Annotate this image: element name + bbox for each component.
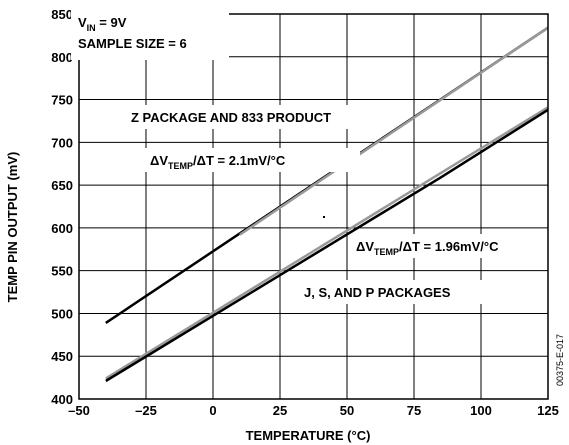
y-tick-label-7: 750 — [51, 93, 73, 108]
upper-slope-sub: TEMP — [168, 161, 193, 171]
y-axis-title: TEMP PIN OUTPUT (mV) — [5, 152, 20, 303]
figure-id: 00375-E-017 — [555, 334, 565, 386]
lower-slope-rest: /ΔT = 1.96mV/°C — [399, 239, 499, 254]
y-tick-label-0: 400 — [51, 392, 73, 407]
x-tick-label-6: 100 — [470, 403, 492, 418]
x-tick-labels: –50 –25 0 25 50 75 100 125 — [68, 403, 559, 418]
y-tick-label-9: 850 — [51, 7, 73, 22]
series-line-2 — [105, 106, 549, 380]
lower-slope-box — [350, 234, 540, 258]
y-tick-label-4: 600 — [51, 221, 73, 236]
plot-frame — [78, 13, 549, 400]
y-tick-label-1: 450 — [51, 349, 73, 364]
lower-slope-main: ΔV — [356, 239, 374, 254]
x-tick-label-3: 25 — [273, 403, 287, 418]
upper-package-label: Z PACKAGE AND 833 PRODUCT — [131, 110, 331, 125]
upper-slope-main: ΔV — [150, 153, 168, 168]
upper-slope-box — [140, 148, 360, 172]
lower-slope-sub: TEMP — [374, 247, 399, 257]
upper-label-box — [125, 105, 390, 129]
x-tick-label-1: –25 — [135, 403, 157, 418]
x-axis-title: TEMPERATURE (°C) — [246, 428, 371, 443]
conditions-box — [71, 10, 229, 60]
lower-label-box — [298, 280, 483, 304]
x-tick-label-5: 75 — [407, 403, 421, 418]
y-tick-label-8: 800 — [51, 50, 73, 65]
x-tick-label-7: 125 — [537, 403, 559, 418]
conditions-vin-sub: IN — [87, 23, 96, 33]
conditions-vin-main: V — [78, 15, 87, 30]
y-tick-labels: 400 450 500 550 600 650 700 750 800 850 — [51, 7, 73, 407]
y-tick-label-6: 700 — [51, 135, 73, 150]
series-group — [105, 26, 549, 383]
series-line-3 — [105, 108, 549, 383]
y-tick-label-5: 650 — [51, 178, 73, 193]
upper-slope-label: ΔVTEMP/ΔT = 2.1mV/°C — [150, 153, 286, 171]
conditions-line1: VIN = 9V — [78, 15, 127, 33]
series-line-1 — [239, 26, 549, 236]
y-tick-label-3: 550 — [51, 264, 73, 279]
x-tick-label-2: 0 — [209, 403, 216, 418]
y-tick-label-2: 500 — [51, 306, 73, 321]
conditions-line2: SAMPLE SIZE = 6 — [78, 36, 187, 51]
lower-slope-label: ΔVTEMP/ΔT = 1.96mV/°C — [356, 239, 499, 257]
stray-mark — [323, 216, 325, 218]
conditions-vin-rest: = 9V — [96, 15, 127, 30]
grid — [78, 13, 549, 400]
x-tick-label-4: 50 — [340, 403, 354, 418]
upper-slope-rest: /ΔT = 2.1mV/°C — [193, 153, 286, 168]
x-tick-label-0: –50 — [68, 403, 90, 418]
lower-package-label: J, S, AND P PACKAGES — [304, 285, 451, 300]
